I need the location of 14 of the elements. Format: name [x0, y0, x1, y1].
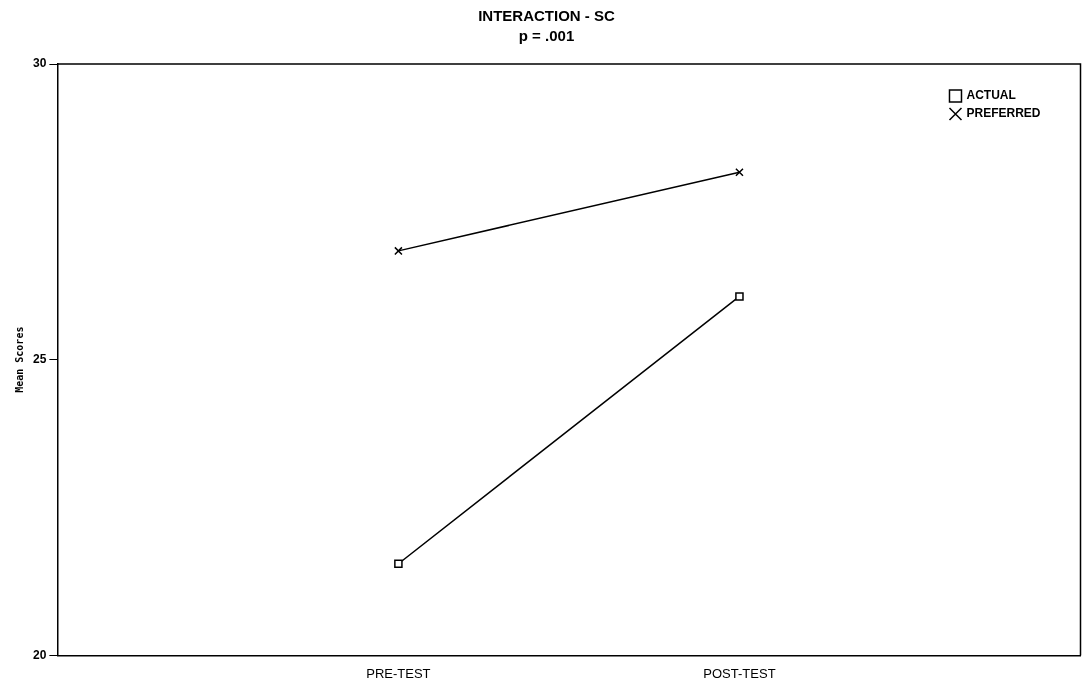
- point: [394, 246, 403, 256]
- legend-label: PREFERRED: [966, 106, 1041, 121]
- point: [735, 292, 744, 301]
- point: [394, 559, 403, 569]
- y-axis-title: Mean Scores: [13, 326, 25, 393]
- x-tick-label: POST-TEST: [703, 665, 776, 681]
- legend-label: ACTUAL: [966, 88, 1016, 103]
- y-tick-label: 30: [32, 56, 47, 71]
- y-tick-label: 20: [32, 647, 47, 662]
- chart-title: INTERACTION - SC: [478, 7, 615, 25]
- chart-subtitle: p = .001: [518, 27, 575, 45]
- y-tick-label: 25: [32, 352, 47, 367]
- point: [735, 167, 744, 177]
- x-tick-label: PRE-TEST: [366, 665, 431, 681]
